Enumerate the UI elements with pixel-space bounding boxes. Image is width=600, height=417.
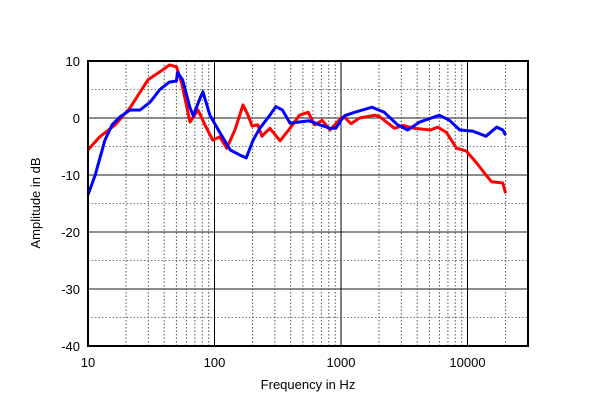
y-tick-labels: 10 0 -10 -20 -30 -40: [61, 54, 80, 354]
y-tick-label: 10: [66, 54, 80, 69]
series-line-blue: [86, 70, 507, 196]
x-tick-labels: 10 100 1000 10000: [81, 355, 486, 370]
y-tick-label: -20: [61, 225, 80, 240]
y-axis-label: Amplitude in dB: [28, 157, 43, 248]
x-tick-label: 1000: [327, 355, 356, 370]
x-tick-label: 100: [204, 355, 226, 370]
y-tick-label: -30: [61, 282, 80, 297]
series-lines: [86, 63, 508, 196]
x-axis-label: Frequency in Hz: [261, 377, 356, 392]
plot-frame: [87, 60, 529, 347]
x-tick-label: 10: [81, 355, 95, 370]
y-tick-label: 0: [73, 111, 80, 126]
series-line-red: [86, 63, 508, 194]
y-tick-label: -10: [61, 168, 80, 183]
y-tick-label: -40: [61, 339, 80, 354]
grid: [87, 60, 528, 347]
x-tick-label: 10000: [449, 355, 485, 370]
